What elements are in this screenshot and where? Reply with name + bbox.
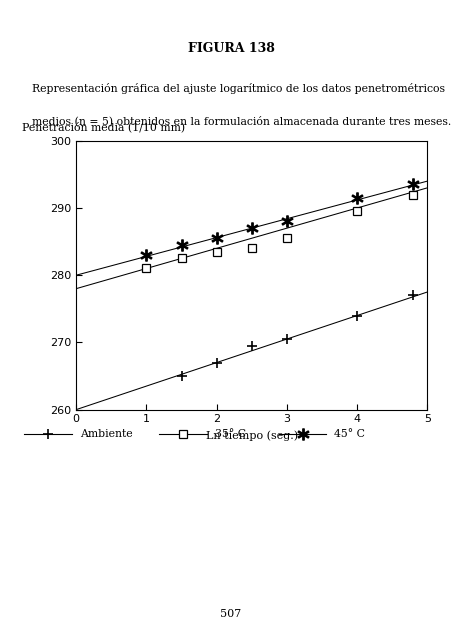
Text: Representación gráfica del ajuste logarítmico de los datos penetrométricos: Representación gráfica del ajuste logarí… xyxy=(32,83,445,94)
Text: Ambiente: Ambiente xyxy=(80,429,133,438)
Text: 45° C: 45° C xyxy=(334,429,365,438)
Text: 507: 507 xyxy=(220,609,242,620)
Text: medios (n = 5) obtenidos en la formulación almacenada durante tres meses.: medios (n = 5) obtenidos en la formulaci… xyxy=(32,115,451,126)
Text: Penetración media (1/10 mm): Penetración media (1/10 mm) xyxy=(22,122,185,132)
Text: FIGURA 138: FIGURA 138 xyxy=(188,42,274,54)
X-axis label: Ln tiempo (seg.): Ln tiempo (seg.) xyxy=(206,430,298,440)
Text: 35° C: 35° C xyxy=(215,429,246,438)
